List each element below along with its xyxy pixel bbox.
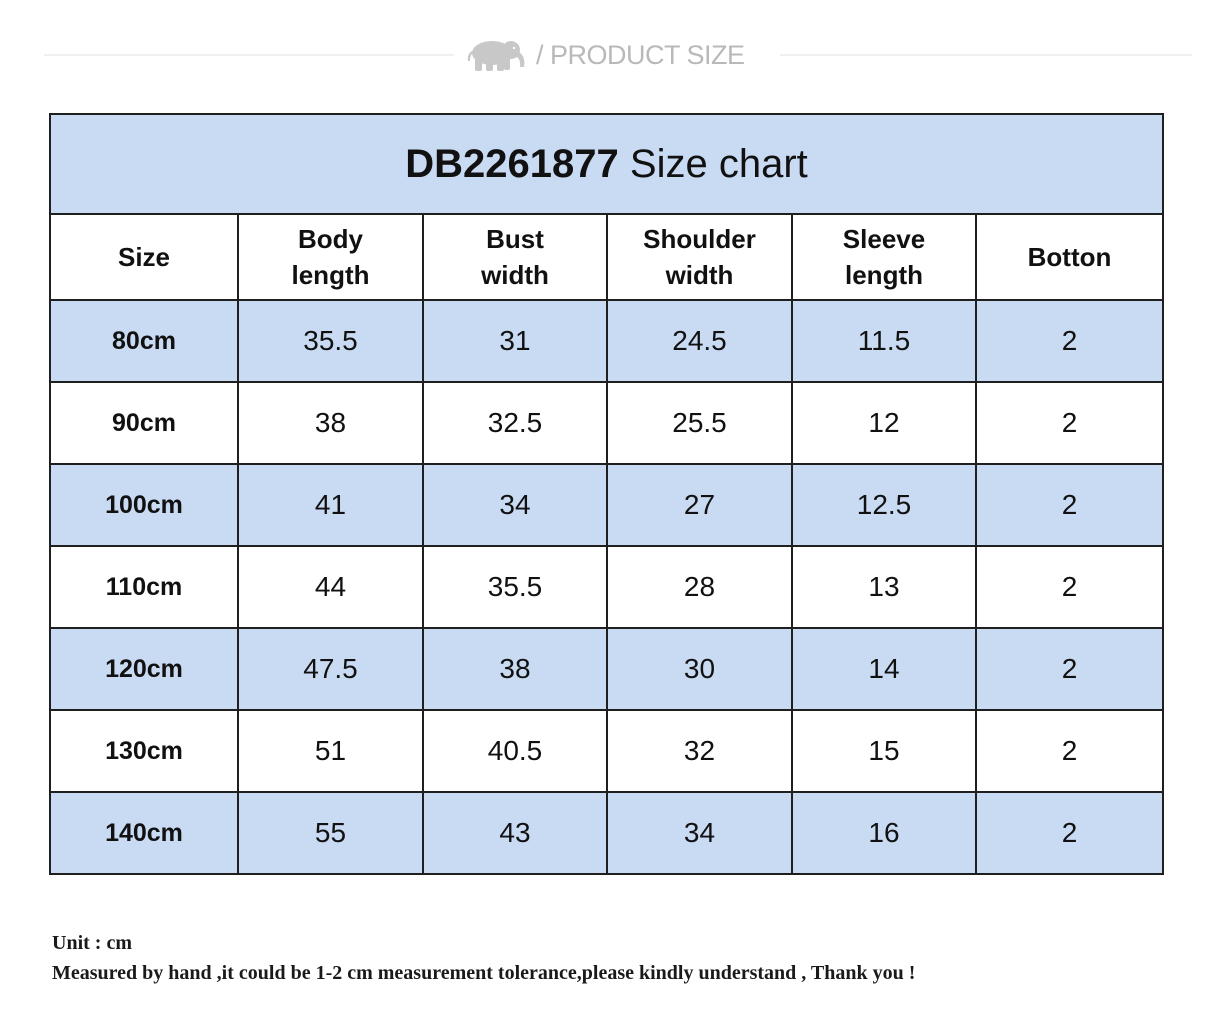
section-title: / PRODUCT SIZE xyxy=(462,37,745,73)
measurement-cell-shoulder-width: 34 xyxy=(606,791,793,875)
measurement-cell-sleeve-length: 13 xyxy=(791,545,977,629)
header-divider-left xyxy=(44,54,454,56)
column-header-line: Sleeve xyxy=(842,224,926,254)
measurement-cell-body-length: 41 xyxy=(237,463,424,547)
measurement-cell-bust-width: 31 xyxy=(422,299,608,383)
measurement-cell-body-length: 47.5 xyxy=(237,627,424,711)
elephant-icon xyxy=(462,37,530,73)
size-label-cell: 140cm xyxy=(49,791,239,875)
table-title-suffix: Size chart xyxy=(629,141,808,186)
measurement-cell-shoulder-width: 28 xyxy=(606,545,793,629)
size-notes: Unit : cm Measured by hand ,it could be … xyxy=(52,928,915,988)
header-divider-right xyxy=(780,54,1192,56)
measurement-cell-botton: 2 xyxy=(974,709,1165,793)
size-chart-table: DB2261877 Size chart Size Body length Bust w… xyxy=(48,113,1165,875)
table-row: 90cm 38 32.5 25.5 12 2 xyxy=(49,381,1165,465)
measurement-cell-body-length: 55 xyxy=(237,791,424,875)
measurement-cell-shoulder-width: 27 xyxy=(606,463,793,547)
measurement-cell-botton: 2 xyxy=(974,627,1165,711)
measurement-cell-sleeve-length: 14 xyxy=(791,627,977,711)
measurement-cell-botton: 2 xyxy=(974,545,1165,629)
measurement-cell-shoulder-width: 32 xyxy=(606,709,793,793)
measurement-cell-body-length: 38 xyxy=(237,381,424,465)
table-title: DB2261877 Size chart xyxy=(48,113,1165,215)
column-header-line: length xyxy=(845,260,923,290)
table-row: 110cm 44 35.5 28 13 2 xyxy=(49,545,1165,629)
column-header-bust-width: Bust width xyxy=(422,213,608,301)
measurement-cell-bust-width: 34 xyxy=(422,463,608,547)
product-code: DB2261877 xyxy=(405,141,619,186)
measurement-cell-sleeve-length: 11.5 xyxy=(791,299,977,383)
column-header-size: Size xyxy=(49,213,239,301)
measurement-cell-sleeve-length: 15 xyxy=(791,709,977,793)
column-header-botton: Botton xyxy=(974,213,1165,301)
section-header: / PRODUCT SIZE xyxy=(0,30,1206,80)
measurement-cell-bust-width: 32.5 xyxy=(422,381,608,465)
measurement-cell-sleeve-length: 12.5 xyxy=(791,463,977,547)
measurement-cell-body-length: 44 xyxy=(237,545,424,629)
size-label-cell: 90cm xyxy=(49,381,239,465)
measurement-cell-sleeve-length: 12 xyxy=(791,381,977,465)
column-header-line: Shoulder xyxy=(643,224,756,254)
table-row: 80cm 35.5 31 24.5 11.5 2 xyxy=(49,299,1165,383)
measurement-cell-body-length: 51 xyxy=(237,709,424,793)
section-title-text: / PRODUCT SIZE xyxy=(536,39,745,70)
column-header-line: Bust xyxy=(486,224,544,254)
size-label-cell: 120cm xyxy=(49,627,239,711)
measurement-cell-botton: 2 xyxy=(974,791,1165,875)
size-label-cell: 130cm xyxy=(49,709,239,793)
unit-note: Unit : cm xyxy=(52,932,132,954)
measurement-cell-body-length: 35.5 xyxy=(237,299,424,383)
measurement-cell-bust-width: 40.5 xyxy=(422,709,608,793)
column-header-line: width xyxy=(481,260,549,290)
size-label-cell: 80cm xyxy=(49,299,239,383)
tolerance-note: Measured by hand ,it could be 1-2 cm mea… xyxy=(52,962,916,984)
column-header-line: Body xyxy=(298,224,363,254)
table-row: 140cm 55 43 34 16 2 xyxy=(49,791,1165,875)
column-header-body-length: Body length xyxy=(237,213,424,301)
size-label-cell: 100cm xyxy=(49,463,239,547)
column-header-shoulder-width: Shoulder width xyxy=(606,213,793,301)
measurement-cell-shoulder-width: 25.5 xyxy=(606,381,793,465)
table-row: 100cm 41 34 27 12.5 2 xyxy=(49,463,1165,547)
measurement-cell-bust-width: 38 xyxy=(422,627,608,711)
column-header-line: Size xyxy=(117,242,171,272)
measurement-cell-botton: 2 xyxy=(974,463,1165,547)
table-title-row: DB2261877 Size chart xyxy=(48,113,1165,215)
measurement-cell-shoulder-width: 24.5 xyxy=(606,299,793,383)
table-row: 130cm 51 40.5 32 15 2 xyxy=(49,709,1165,793)
column-header-line: width xyxy=(665,260,734,290)
measurement-cell-botton: 2 xyxy=(974,381,1165,465)
table-row: 120cm 47.5 38 30 14 2 xyxy=(49,627,1165,711)
measurement-cell-botton: 2 xyxy=(974,299,1165,383)
table-header-row: Size Body length Bust width Shoulder width Slee… xyxy=(49,213,1165,301)
measurement-cell-bust-width: 35.5 xyxy=(422,545,608,629)
measurement-cell-shoulder-width: 30 xyxy=(606,627,793,711)
column-header-line: length xyxy=(291,260,370,290)
measurement-cell-sleeve-length: 16 xyxy=(791,791,977,875)
measurement-cell-bust-width: 43 xyxy=(422,791,608,875)
column-header-line: Botton xyxy=(1027,242,1112,272)
column-header-sleeve-length: Sleeve length xyxy=(791,213,977,301)
size-label-cell: 110cm xyxy=(49,545,239,629)
